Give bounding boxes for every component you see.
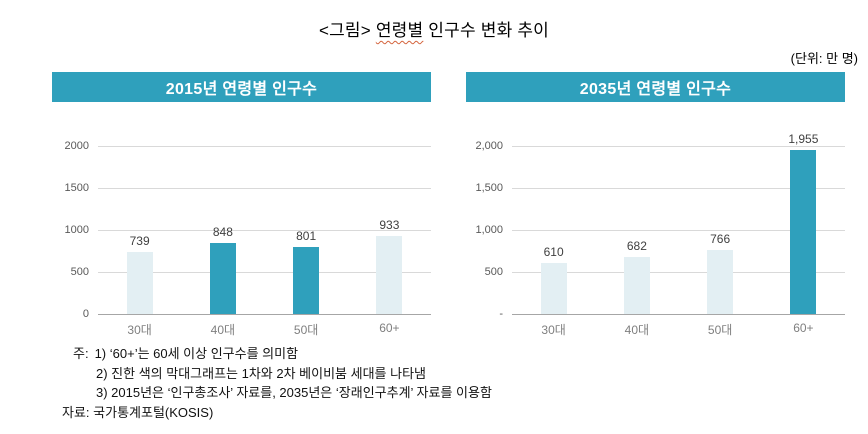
x-tick-label: 60+ (793, 321, 814, 335)
x-tick-label: 40대 (624, 323, 650, 337)
x-tick-label: 30대 (127, 323, 152, 337)
bar-value-label: 933 (379, 218, 400, 232)
note-line-3: 3) 2015년은 ‘인구총조사’ 자료를, 2035년은 ‘장래인구추계’ 자… (62, 383, 848, 403)
gridline (512, 146, 845, 147)
bar (126, 252, 153, 314)
chart-2015-plot-wrap: 739 848 801 933 30대 40대 50대 60+ (98, 146, 431, 338)
chart-2035-x-axis-labels: 30대 40대 50대 60+ (512, 321, 845, 338)
y-tick-label: 1500 (64, 182, 89, 194)
gridline (512, 230, 845, 231)
y-tick-label: 2000 (64, 140, 89, 152)
y-tick-label: 500 (70, 266, 89, 278)
chart-2015-plot: 0 500 1000 1500 2000 739 848 801 933 30대 40대 50대 6… (52, 140, 431, 338)
note-text-1: 1) ‘60+’는 60세 이상 인구수를 의미함 (94, 346, 299, 361)
bar (540, 263, 567, 314)
title-prefix: <그림> (318, 21, 376, 40)
note-line-1: 주: 1) ‘60+’는 60세 이상 인구수를 의미함 (62, 344, 848, 364)
bar-slot: 801 (265, 146, 348, 314)
bar-slot: 610 (512, 146, 595, 314)
gridline (98, 188, 431, 189)
y-tick-label: 2,000 (475, 140, 503, 152)
bar-value-label: 848 (212, 225, 233, 239)
bar (623, 257, 650, 314)
bar (707, 250, 734, 314)
note-text-3: 3) 2015년은 ‘인구총조사’ 자료를, 2035년은 ‘장래인구추계’ 자… (96, 385, 492, 400)
bar-value-label: 801 (296, 229, 317, 243)
chart-2015: 2015년 연령별 인구수 0 500 1000 1500 2000 739 848 801… (52, 72, 431, 338)
bar-value-label: 766 (710, 232, 731, 246)
x-tick-label: 40대 (210, 323, 236, 337)
x-tick-label: 50대 (707, 323, 733, 337)
bar-slot: 682 (595, 146, 678, 314)
bar-value-label: 610 (543, 245, 564, 259)
chart-2035-title: 2035년 연령별 인구수 (466, 72, 845, 102)
unit-label: (단위: 만 명) (790, 51, 858, 66)
chart-2035-y-axis: - 500 1,000 1,500 2,000 (466, 140, 512, 320)
y-tick-label: 0 (82, 308, 89, 320)
chart-2015-y-axis: 0 500 1000 1500 2000 (52, 140, 98, 320)
x-tick-label: 60+ (379, 321, 400, 335)
chart-2035-plot-area: 610 682 766 1,955 (512, 132, 845, 315)
x-tick-label: 30대 (541, 323, 566, 337)
note-line-2: 2) 진한 색의 막대그래프는 1차와 2차 베이비붐 세대를 나타냄 (62, 364, 848, 384)
y-tick-label: 1,500 (475, 182, 503, 194)
gridline (98, 272, 431, 273)
bar-value-label: 1,955 (788, 132, 819, 146)
bar-value-label: 682 (626, 239, 647, 253)
source-line: 자료: 국가통계포털(KOSIS) (62, 403, 848, 423)
footnotes: 주: 1) ‘60+’는 60세 이상 인구수를 의미함 2) 진한 색의 막대… (62, 344, 848, 422)
chart-2035-plot: - 500 1,000 1,500 2,000 610 682 766 1,955 30대 40… (466, 132, 845, 338)
page-title: <그림> 연령별 인구수 변화 추이 (0, 16, 868, 41)
charts-row: 2015년 연령별 인구수 0 500 1000 1500 2000 739 848 801… (52, 72, 845, 338)
chart-2015-plot-area: 739 848 801 933 (98, 146, 431, 315)
gridline (512, 188, 845, 189)
bar-slot: 848 (181, 146, 264, 314)
y-tick-label: - (499, 308, 503, 320)
bar-slot: 1,955 (762, 132, 845, 314)
gridline (98, 146, 431, 147)
title-underlined-word: 연령별 (375, 21, 424, 40)
chart-2035: 2035년 연령별 인구수 - 500 1,000 1,500 2,000 610 682… (466, 72, 845, 338)
note-text-2: 2) 진한 색의 막대그래프는 1차와 2차 베이비붐 세대를 나타냄 (96, 365, 426, 381)
chart-2035-plot-wrap: 610 682 766 1,955 30대 40대 50대 60+ (512, 132, 845, 338)
bar-value-label: 739 (129, 234, 150, 248)
bar (209, 243, 236, 314)
bar-slot: 739 (98, 146, 181, 314)
gridline (98, 230, 431, 231)
y-tick-label: 1000 (64, 224, 89, 236)
bar (376, 236, 403, 314)
chart-2015-x-axis-labels: 30대 40대 50대 60+ (98, 321, 431, 338)
bar-slot: 933 (348, 146, 431, 314)
bar-slot: 766 (679, 146, 762, 314)
bar (790, 150, 817, 314)
y-tick-label: 1,000 (475, 224, 503, 236)
note-label: 주: (73, 346, 89, 361)
source-text: 자료: 국가통계포털(KOSIS) (62, 404, 214, 420)
title-suffix: 인구수 변화 추이 (423, 21, 550, 40)
bar (293, 247, 320, 314)
y-tick-label: 500 (484, 266, 503, 278)
x-tick-label: 50대 (293, 323, 319, 337)
chart-2015-title: 2015년 연령별 인구수 (52, 72, 431, 102)
gridline (512, 272, 845, 273)
